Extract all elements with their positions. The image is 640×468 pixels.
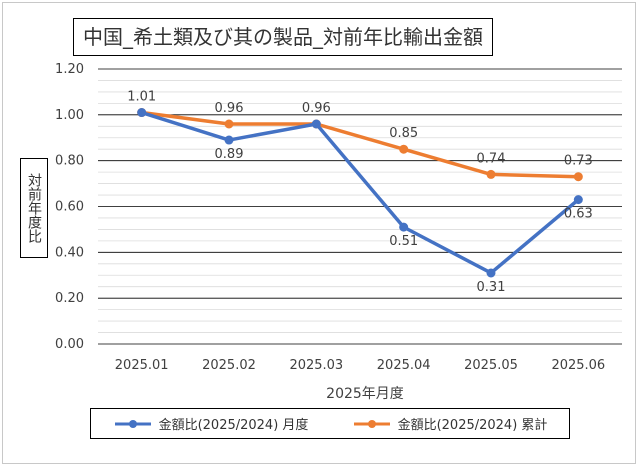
- data-point-0: [573, 195, 583, 205]
- data-label-1: 1.01: [127, 90, 156, 105]
- data-point-0: [486, 268, 496, 278]
- data-point-0: [224, 135, 234, 145]
- x-tick-label: 2025.01: [115, 358, 169, 373]
- legend-label-cumulative: 金額比(2025/2024) 累計: [397, 418, 548, 433]
- x-tick-label: 2025.02: [202, 358, 256, 373]
- data-point-0: [399, 222, 409, 232]
- data-label-0: 0.31: [477, 280, 506, 295]
- legend-swatch-cumulative: [353, 419, 390, 428]
- y-tick-label: 1.20: [55, 62, 84, 77]
- data-label-0: 0.51: [389, 234, 418, 249]
- data-point-0: [311, 119, 321, 129]
- data-label-1: 0.85: [389, 126, 418, 141]
- data-point-1: [573, 172, 583, 182]
- data-label-1: 0.96: [302, 101, 331, 116]
- chart-title: 中国_希土類及び其の製品_対前年比輸出金額: [73, 18, 493, 56]
- legend-swatch-monthly: [114, 419, 151, 428]
- data-label-0: 0.89: [215, 147, 244, 162]
- series-line-1: [141, 110, 579, 179]
- data-label-1: 0.74: [477, 151, 506, 166]
- x-axis-label: 2025年月度: [326, 386, 404, 402]
- y-axis-label: 対前年度比: [20, 158, 48, 258]
- legend: 金額比(2025/2024) 月度 金額比(2025/2024) 累計: [90, 408, 570, 439]
- series-line-0: [141, 110, 580, 275]
- y-tick-label: 1.00: [55, 108, 84, 123]
- data-point-1: [399, 144, 409, 154]
- x-tick-label: 2025.06: [551, 358, 605, 373]
- legend-label-monthly: 金額比(2025/2024) 月度: [158, 418, 309, 433]
- data-point-1: [486, 169, 496, 179]
- legend-item-cumulative: 金額比(2025/2024) 累計: [352, 414, 548, 433]
- x-tick-label: 2025.05: [464, 358, 518, 373]
- y-tick-label: 0.60: [55, 200, 84, 215]
- legend-item-monthly: 金額比(2025/2024) 月度: [113, 414, 309, 433]
- x-tick-label: 2025.04: [377, 358, 431, 373]
- x-tick-label: 2025.03: [289, 358, 343, 373]
- chart-frame: [2, 2, 636, 464]
- data-label-1: 0.73: [564, 154, 593, 169]
- y-tick-label: 0.20: [55, 291, 84, 306]
- y-tick-label: 0.40: [55, 245, 84, 260]
- data-label-1: 0.96: [215, 101, 244, 116]
- data-label-0: 0.63: [564, 207, 593, 222]
- data-point-0: [137, 108, 147, 118]
- data-point-1: [224, 119, 234, 129]
- y-tick-label: 0.00: [55, 337, 84, 352]
- y-tick-label: 0.80: [55, 154, 84, 169]
